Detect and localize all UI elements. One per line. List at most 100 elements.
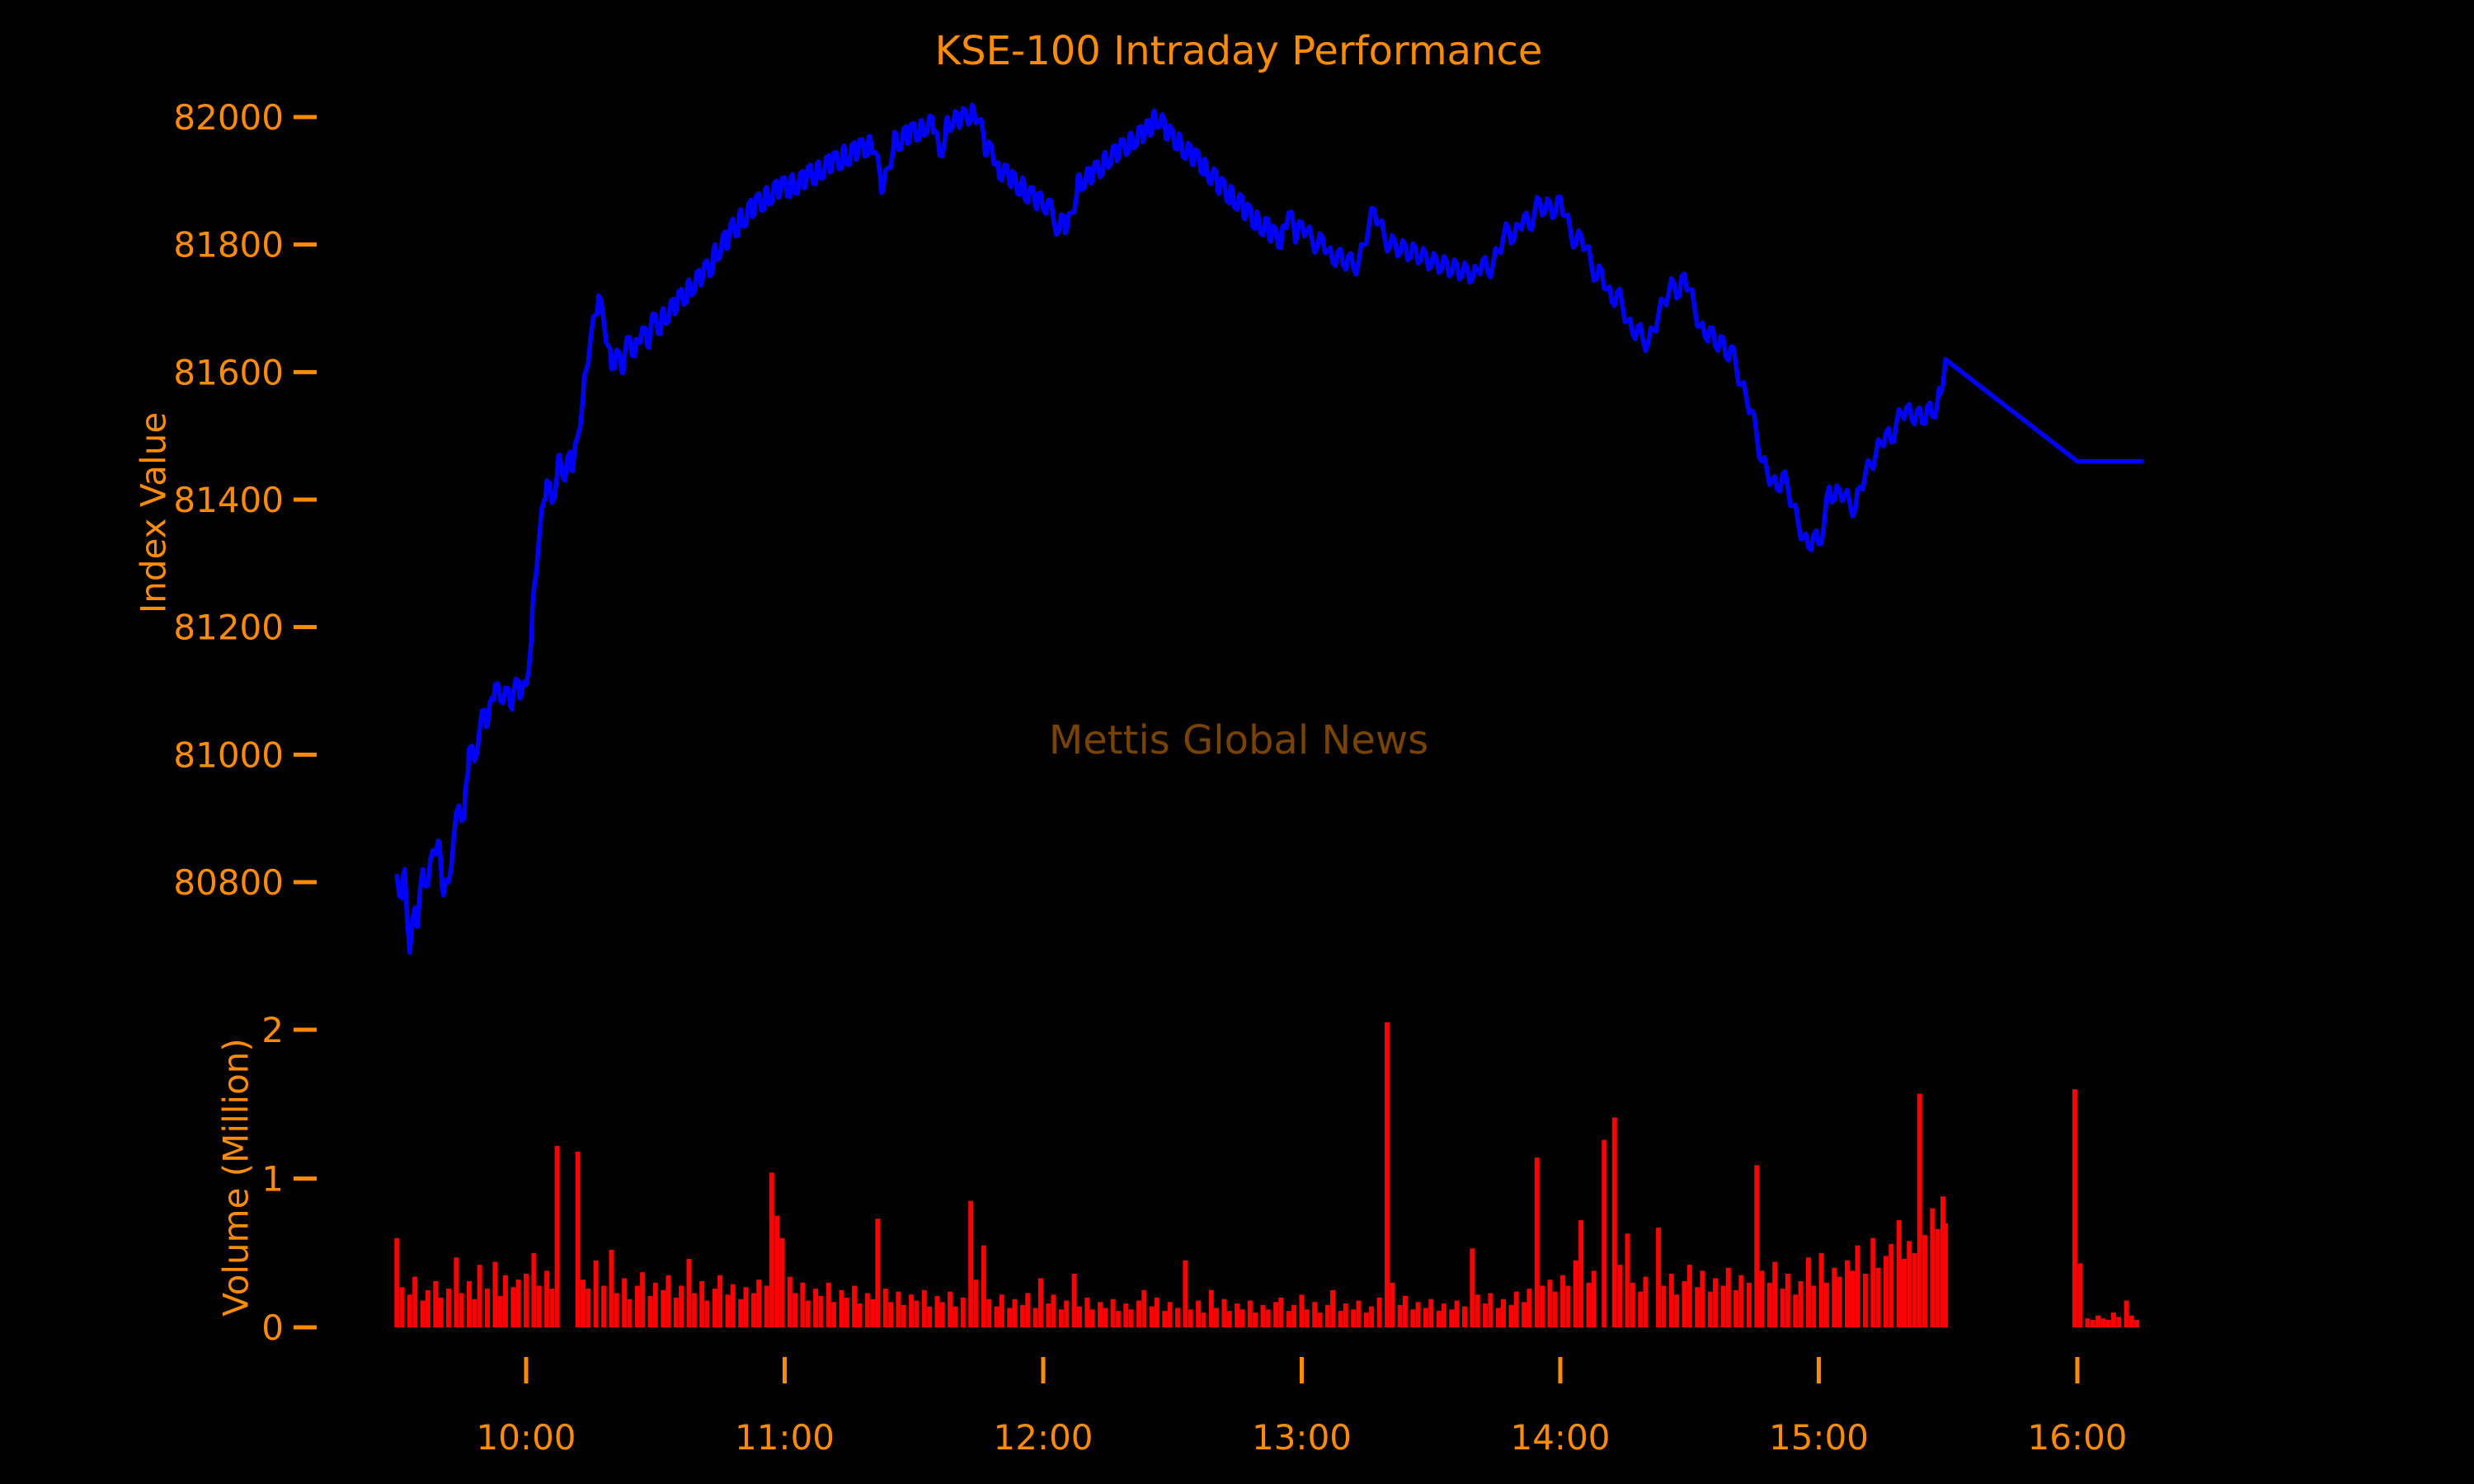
volume-bar [1128, 1309, 1134, 1327]
volume-bar [1695, 1287, 1700, 1327]
volume-bar [454, 1257, 459, 1327]
volume-bar [1343, 1303, 1348, 1327]
volume-bar [870, 1298, 876, 1327]
volume-bar [1071, 1274, 1077, 1327]
volume-bar [502, 1275, 508, 1327]
volume-bar [1806, 1257, 1811, 1327]
volume-bar [1247, 1300, 1253, 1327]
volume-bar [1201, 1313, 1206, 1327]
volume-bar [497, 1296, 503, 1327]
volume-bar [1286, 1311, 1291, 1327]
volume-bar [1862, 1274, 1868, 1327]
tick-label: 12:00 [993, 1417, 1093, 1458]
volume-bar [1725, 1267, 1731, 1327]
tick-label: 81400 [173, 480, 284, 520]
volume-bar [1273, 1302, 1279, 1327]
volume-bar [730, 1284, 736, 1327]
volume-bar [666, 1275, 671, 1327]
volume-bar [1470, 1248, 1475, 1327]
volume-bar [1578, 1220, 1584, 1327]
volume-bar [1208, 1289, 1214, 1327]
volume-bar [1798, 1281, 1804, 1327]
volume-bar [1591, 1270, 1597, 1327]
volume-bar [2105, 1320, 2111, 1327]
index-axis-label: Index Value [134, 412, 174, 613]
volume-bar [1917, 1093, 1922, 1327]
tick-label: 2 [261, 1010, 284, 1050]
volume-bar [909, 1294, 915, 1327]
volume-bar [1123, 1303, 1129, 1327]
index-y-axis-ticks: 80800 81000 81200 81400 81600 81800 82000 [173, 97, 317, 903]
volume-bar [1552, 1291, 1558, 1327]
volume-bar [492, 1261, 498, 1327]
volume-bar [875, 1219, 881, 1327]
volume-bar [1058, 1309, 1064, 1327]
volume-bar [1643, 1276, 1649, 1327]
volume-bar [647, 1296, 653, 1327]
tick-label: 81000 [173, 735, 284, 775]
volume-bar [1312, 1302, 1318, 1327]
volume-bar [1390, 1282, 1395, 1327]
volume-bar [1707, 1291, 1713, 1327]
volume-bar [472, 1298, 477, 1327]
volume-bar [1638, 1291, 1644, 1327]
volume-bar [1046, 1303, 1051, 1327]
volume-bar [1064, 1300, 1070, 1327]
volume-bar [425, 1289, 430, 1327]
volume-bar [531, 1252, 537, 1328]
volume-bar [787, 1276, 793, 1327]
volume-bar [467, 1281, 472, 1327]
volume-bar [952, 1306, 958, 1327]
volume-bar [712, 1289, 717, 1327]
volume-bar [1436, 1311, 1442, 1327]
volume-bar [1428, 1298, 1434, 1327]
volume-bar [1103, 1308, 1108, 1327]
volume-bar [1007, 1308, 1013, 1327]
volume-bar [818, 1296, 824, 1327]
volume-bar [1501, 1298, 1506, 1327]
volume-bar [1922, 1235, 1927, 1327]
volume-bar [1793, 1294, 1799, 1327]
volume-bar [1278, 1297, 1284, 1327]
volume-bar [575, 1152, 581, 1327]
volume-bar [2110, 1313, 2116, 1327]
volume-bar [738, 1298, 744, 1327]
volume-bar [1818, 1252, 1824, 1328]
volume-bar [1098, 1302, 1103, 1327]
volume-bar [1617, 1265, 1623, 1327]
volume-bar [1196, 1300, 1202, 1327]
volume-bar [412, 1276, 418, 1327]
volume-bar [1681, 1281, 1687, 1327]
tick-label: 16:00 [2027, 1417, 2127, 1458]
volume-bar [407, 1294, 412, 1327]
volume-bar [2072, 1089, 2077, 1327]
volume-bar [1855, 1245, 1860, 1327]
volume-bar [433, 1281, 439, 1327]
tick-label: 0 [261, 1308, 284, 1348]
volume-bar [844, 1297, 849, 1327]
volume-bar [1547, 1280, 1553, 1327]
volume-bar [1902, 1259, 1907, 1327]
volume-bar [1291, 1304, 1297, 1327]
volume-bar [536, 1285, 542, 1327]
tick-label: 80800 [173, 862, 284, 903]
volume-bar [1221, 1298, 1227, 1327]
volume-bar [1475, 1294, 1480, 1327]
volume-bar [800, 1282, 806, 1327]
volume-bar [805, 1300, 811, 1327]
volume-bar [1746, 1282, 1752, 1327]
volume-bar [717, 1275, 723, 1327]
volume-bar [1625, 1233, 1630, 1327]
volume-bar [1896, 1220, 1902, 1327]
volume-bar [1226, 1311, 1232, 1327]
volume-bar [515, 1280, 521, 1327]
volume-bar [1661, 1285, 1667, 1327]
volume-bar [652, 1282, 658, 1327]
chart-title: KSE-100 Intraday Performance [935, 28, 1543, 74]
volume-bar [1907, 1241, 1912, 1327]
volume-bar [1051, 1294, 1056, 1327]
tick-label: 81800 [173, 225, 284, 265]
volume-bar [1875, 1267, 1881, 1327]
volume-bar [420, 1300, 426, 1327]
